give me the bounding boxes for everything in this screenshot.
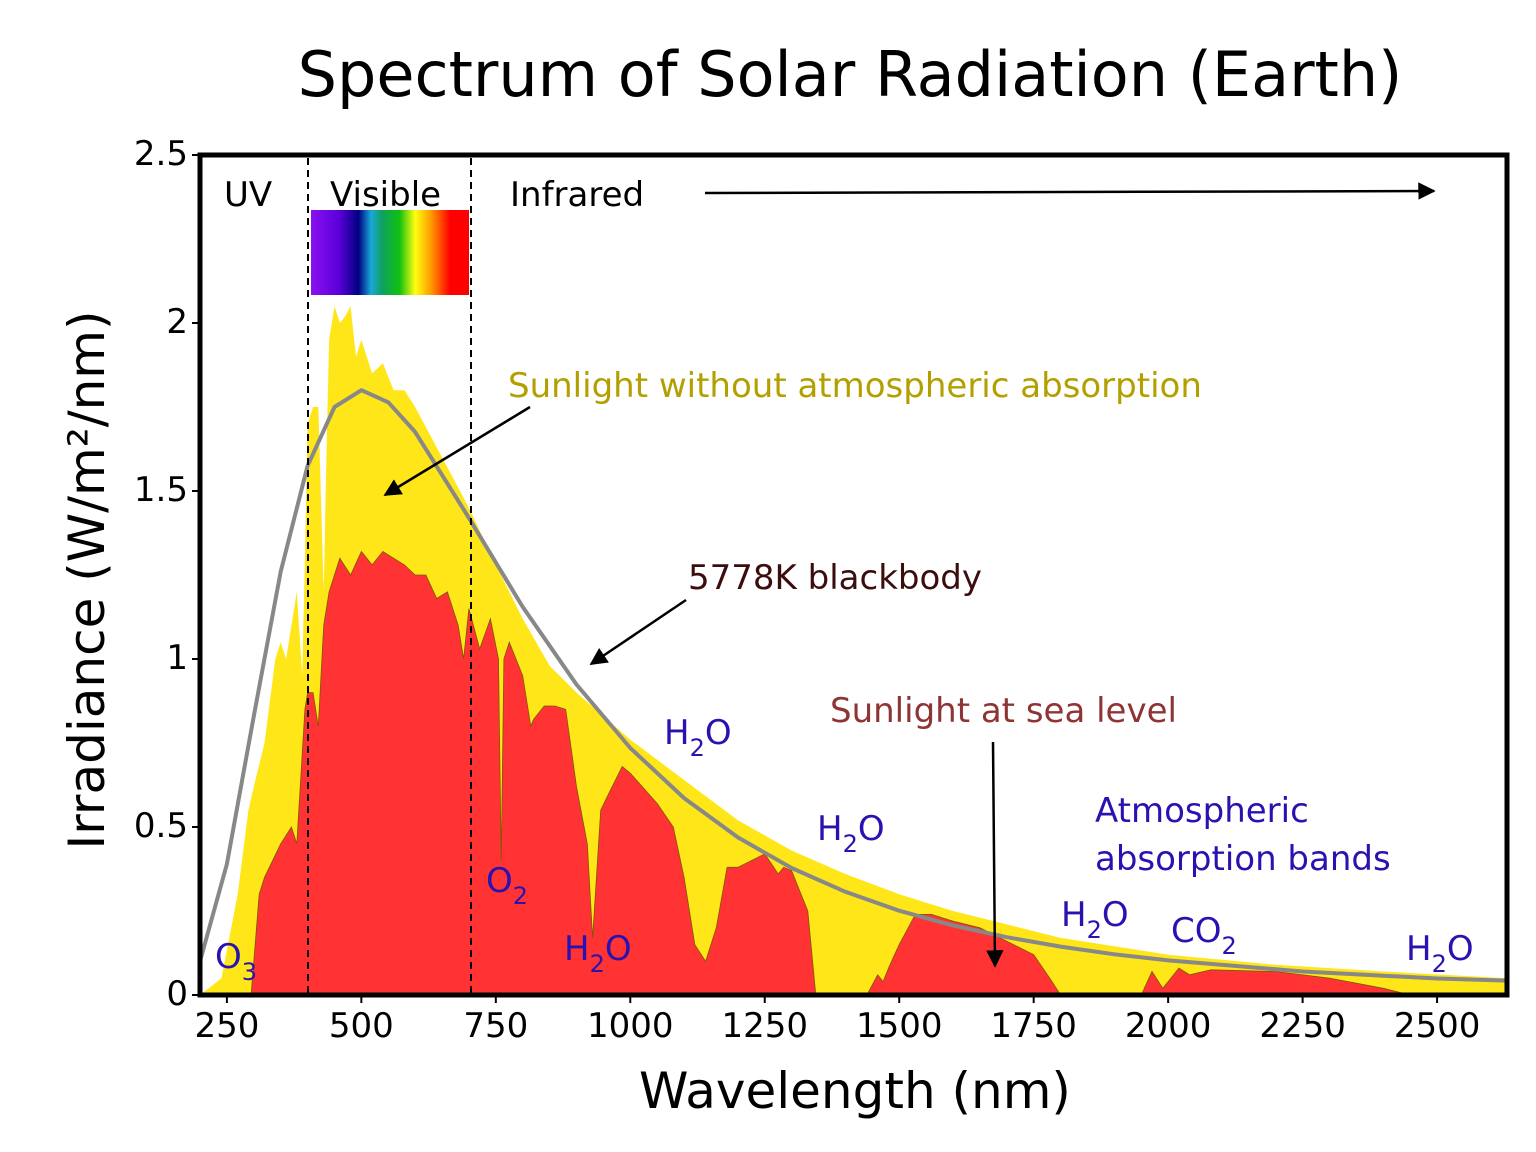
visible-spectrum-bar (311, 210, 469, 295)
x-tick-label: 2500 (1394, 1006, 1481, 1046)
x-tick-label: 2000 (1125, 1006, 1212, 1046)
x-tick-label: 1750 (990, 1006, 1077, 1046)
sea-level-label: Sunlight at sea level (830, 691, 1177, 731)
x-axis: 250 500 750 1000 1250 1500 1750 2000 2250 2500 (194, 995, 1480, 1046)
y-axis-label: Irradiance (W/m²/nm) (58, 310, 116, 849)
sea-level-area (200, 550, 1507, 996)
y-tick-label: 1 (166, 638, 188, 678)
x-tick-label: 1500 (856, 1006, 943, 1046)
absorption-bands-label-line1: Atmospheric (1095, 791, 1309, 831)
molecule-label: CO2 (1171, 911, 1237, 960)
y-tick-label: 2 (166, 302, 188, 342)
x-tick-label: 250 (194, 1006, 259, 1046)
molecule-label: H2O (1061, 895, 1129, 944)
molecule-label: H2O (1406, 929, 1474, 978)
infrared-label: Infrared (510, 175, 644, 215)
molecule-label: O3 (215, 937, 257, 986)
y-tick-label: 0.5 (134, 806, 188, 846)
molecule-label: O2 (486, 861, 528, 910)
no-atmosphere-arrow (383, 405, 531, 497)
x-axis-label: Wavelength (nm) (639, 1062, 1071, 1120)
blackbody-curve (198, 388, 1508, 983)
x-tick-label: 1000 (587, 1006, 674, 1046)
infrared-arrow (704, 182, 1436, 200)
chart-title: Spectrum of Solar Radiation (Earth) (298, 38, 1403, 111)
molecule-label: H2O (664, 713, 732, 762)
y-tick-label: 0 (166, 974, 188, 1014)
y-tick-label: 2.5 (134, 134, 188, 174)
sea-level-arrow (986, 741, 1004, 968)
molecule-label: H2O (817, 809, 885, 858)
visible-label: Visible (330, 175, 441, 215)
plot-frame (197, 152, 1510, 998)
uv-label: UV (224, 175, 272, 215)
x-tick-label: 750 (463, 1006, 528, 1046)
plot-areas (198, 306, 1508, 996)
blackbody-label: 5778K blackbody (688, 558, 982, 598)
molecule-label: H2O (564, 929, 632, 978)
y-tick-label: 1.5 (134, 470, 188, 510)
molecule-labels: O3 O2 H2O H2O H2O H2O CO2 H2O (215, 713, 1474, 986)
no-atmosphere-label: Sunlight without atmospheric absorption (508, 366, 1202, 406)
y-axis: 0 0.5 1 1.5 2 2.5 (134, 134, 200, 1014)
x-tick-label: 2250 (1259, 1006, 1346, 1046)
blackbody-arrow (589, 598, 687, 666)
absorption-bands-label-line2: absorption bands (1095, 839, 1391, 879)
x-tick-label: 1250 (721, 1006, 808, 1046)
x-tick-label: 500 (329, 1006, 394, 1046)
